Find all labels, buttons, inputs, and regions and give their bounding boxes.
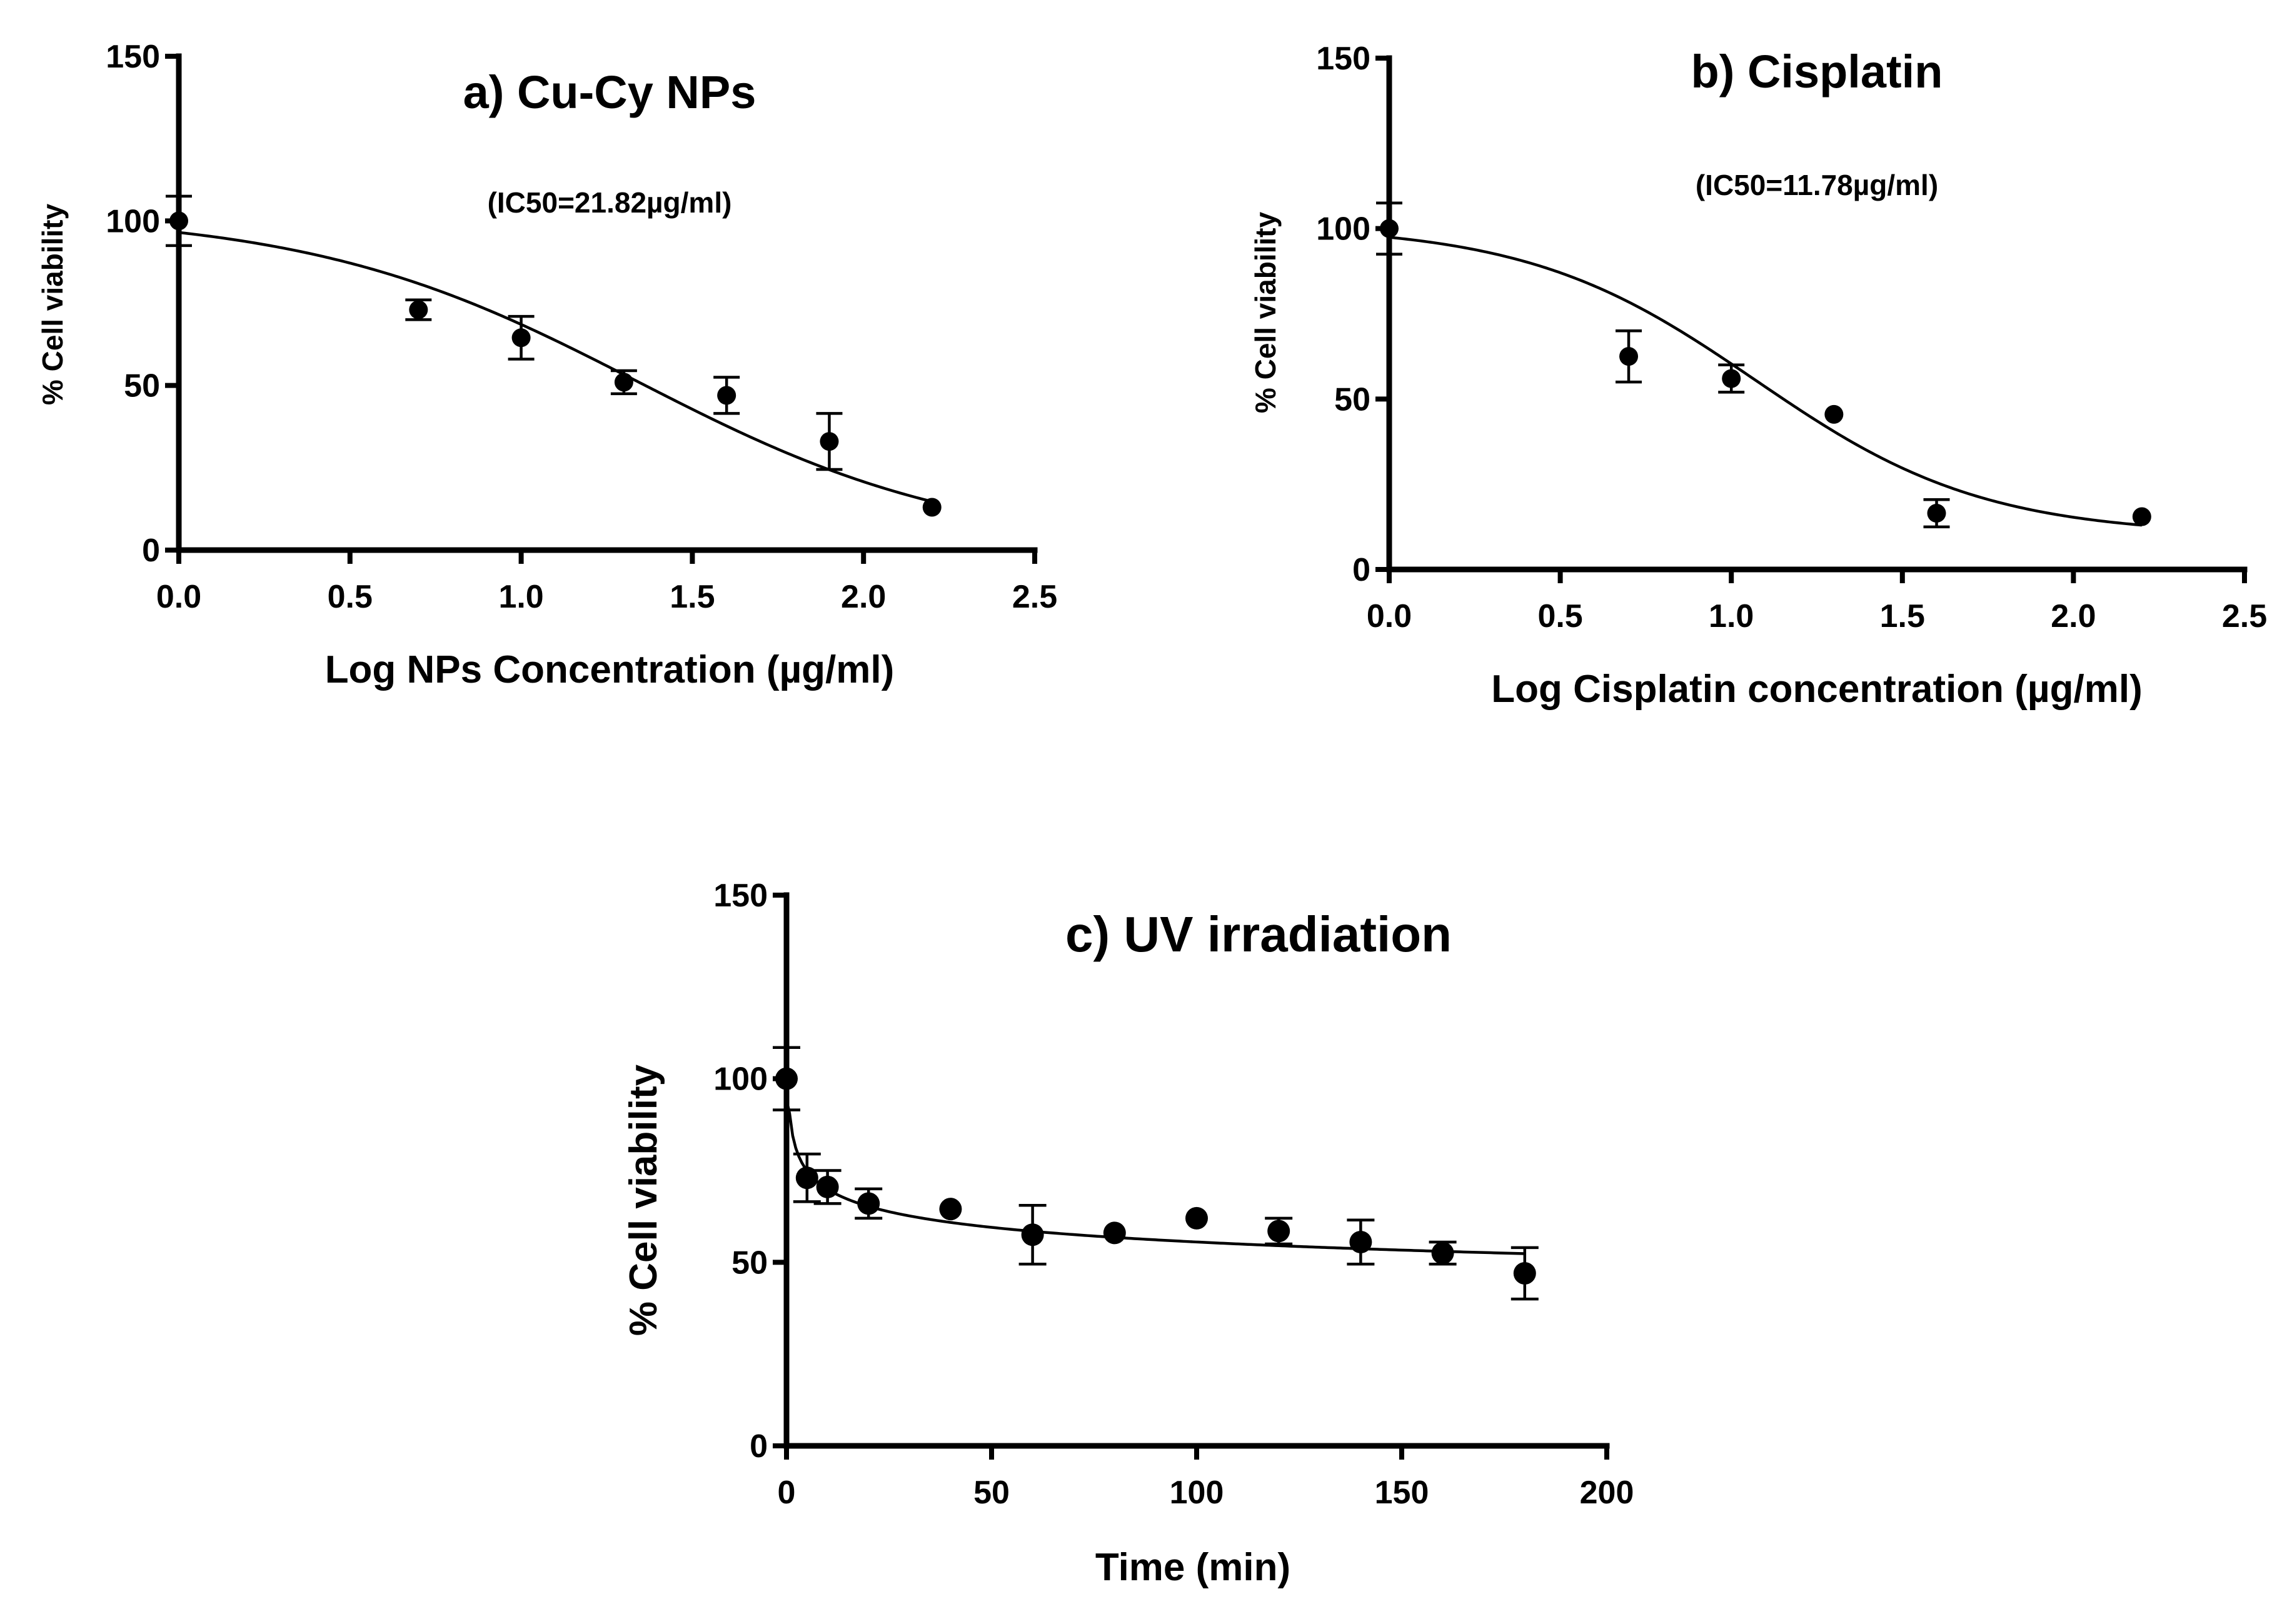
panel-c-y-tick-label: 50	[731, 1245, 768, 1281]
panel-c-data-point	[939, 1198, 962, 1221]
chart-panel-b: 0.0 0.5 1.0 1.5 2.0 2.5 0 50 100 150 b) Cisplatin…	[1249, 41, 2267, 711]
panel-a-data-point	[820, 432, 839, 451]
panel-b-data-point	[1824, 404, 1844, 424]
panel-a-x-tick-label: 0.0	[156, 579, 201, 615]
panel-c-data-point	[857, 1192, 880, 1215]
panel-a-data-point	[614, 373, 633, 392]
panel-a-x-tick-label: 1.5	[670, 579, 715, 615]
panel-b-data-point	[1927, 504, 1946, 523]
panel-b-y-tick-label: 150	[1316, 41, 1370, 77]
panel-b-x-tick-label: 2.0	[2051, 598, 2096, 634]
panel-a-y-tick-label: 150	[106, 39, 160, 75]
panel-c-title: c) UV irradiation	[1065, 906, 1452, 962]
panel-a-y-tick-label: 0	[142, 533, 160, 569]
panel-b-x-tick-label: 2.5	[2222, 598, 2267, 634]
panel-a-data-point	[511, 328, 531, 348]
panel-b-y-tick-label: 100	[1316, 211, 1370, 248]
panel-a-ic50-annotation: (IC50=21.82µg/ml)	[488, 186, 732, 219]
panel-b-data-point	[1722, 369, 1741, 388]
panel-b-ic50-annotation: (IC50=11.78µg/ml)	[1696, 169, 1938, 201]
panel-a-fit-curve	[178, 231, 933, 503]
panel-c-x-tick-label: 200	[1580, 1475, 1634, 1511]
panel-a-x-axis-title: Log NPs Concentration (µg/ml)	[325, 648, 895, 691]
panel-c-data-point	[1431, 1241, 1454, 1265]
panel-b-axes: 0.0 0.5 1.0 1.5 2.0 2.5 0 50 100 150	[1316, 41, 2267, 634]
panel-a-x-tick-label: 2.0	[841, 579, 886, 615]
panel-c-x-tick-label: 0	[778, 1475, 796, 1511]
panel-c-data-point	[1267, 1220, 1290, 1243]
panel-c-data-point	[1021, 1223, 1044, 1246]
panel-a-axes: 0.0 0.5 1.0 1.5 2.0 2.5 0 50 100 150	[106, 39, 1057, 615]
panel-c-data-point	[1349, 1231, 1372, 1254]
panel-c-y-axis-title: % Cell viability	[622, 1064, 665, 1336]
panel-a-plot-marks	[166, 194, 942, 517]
panel-b-y-axis-title: % Cell viability	[1249, 212, 1282, 414]
panel-b-x-axis-title: Log Cisplatin concentration (µg/ml)	[1491, 668, 2143, 711]
panel-c-data-point	[1185, 1206, 1208, 1230]
panel-b-x-tick-label: 1.5	[1880, 598, 1925, 634]
panel-a-y-axis-title: % Cell viability	[36, 204, 69, 406]
panel-c-data-point	[1103, 1221, 1126, 1245]
panel-b-x-tick-label: 0.5	[1537, 598, 1582, 634]
panel-b-data-point	[1619, 347, 1639, 366]
panel-a-x-tick-label: 1.0	[498, 579, 543, 615]
panel-a-title: a) Cu-Cy NPs	[463, 66, 756, 118]
panel-a-x-tick-label: 0.5	[328, 579, 373, 615]
panel-c-x-axis-title: Time (min)	[1095, 1546, 1290, 1589]
panel-c-fit-curve	[785, 1099, 1525, 1255]
panel-a-data-point	[717, 386, 736, 405]
panel-b-y-tick-label: 50	[1334, 381, 1370, 418]
panel-a-data-point	[409, 300, 428, 319]
panel-b-x-tick-label: 1.0	[1709, 598, 1754, 634]
panel-c-y-tick-label: 0	[750, 1428, 768, 1465]
panel-c-y-tick-label: 150	[713, 878, 768, 914]
panel-b-fit-curve	[1389, 236, 2143, 527]
panel-a-x-tick-label: 2.5	[1012, 579, 1057, 615]
panel-b-data-point	[2132, 507, 2151, 526]
panel-b-x-tick-label: 0.0	[1367, 598, 1412, 634]
panel-c-data-point	[795, 1166, 818, 1190]
panel-a-y-tick-label: 50	[124, 368, 160, 404]
panel-c-y-tick-label: 100	[713, 1061, 768, 1098]
panel-c-data-point	[816, 1175, 839, 1198]
chart-panel-a: 0.0 0.5 1.0 1.5 2.0 2.5 0 50 100 150 a) Cu-Cy NPs…	[36, 39, 1057, 691]
panel-c-x-tick-label: 100	[1170, 1475, 1224, 1511]
panel-c-x-tick-label: 150	[1375, 1475, 1429, 1511]
panel-c-axes: 0 50 100 150 200 0 50 100 150	[713, 878, 1634, 1511]
panel-a-y-tick-label: 100	[106, 203, 160, 239]
panel-b-y-tick-label: 0	[1352, 552, 1370, 588]
panel-c-plot-marks	[773, 1046, 1539, 1301]
panel-b-title: b) Cisplatin	[1691, 46, 1943, 98]
panel-a-data-point	[922, 498, 942, 517]
panel-c-x-tick-label: 50	[973, 1475, 1010, 1511]
panel-b-plot-marks	[1376, 201, 2151, 529]
panel-c-data-point	[1513, 1261, 1536, 1285]
